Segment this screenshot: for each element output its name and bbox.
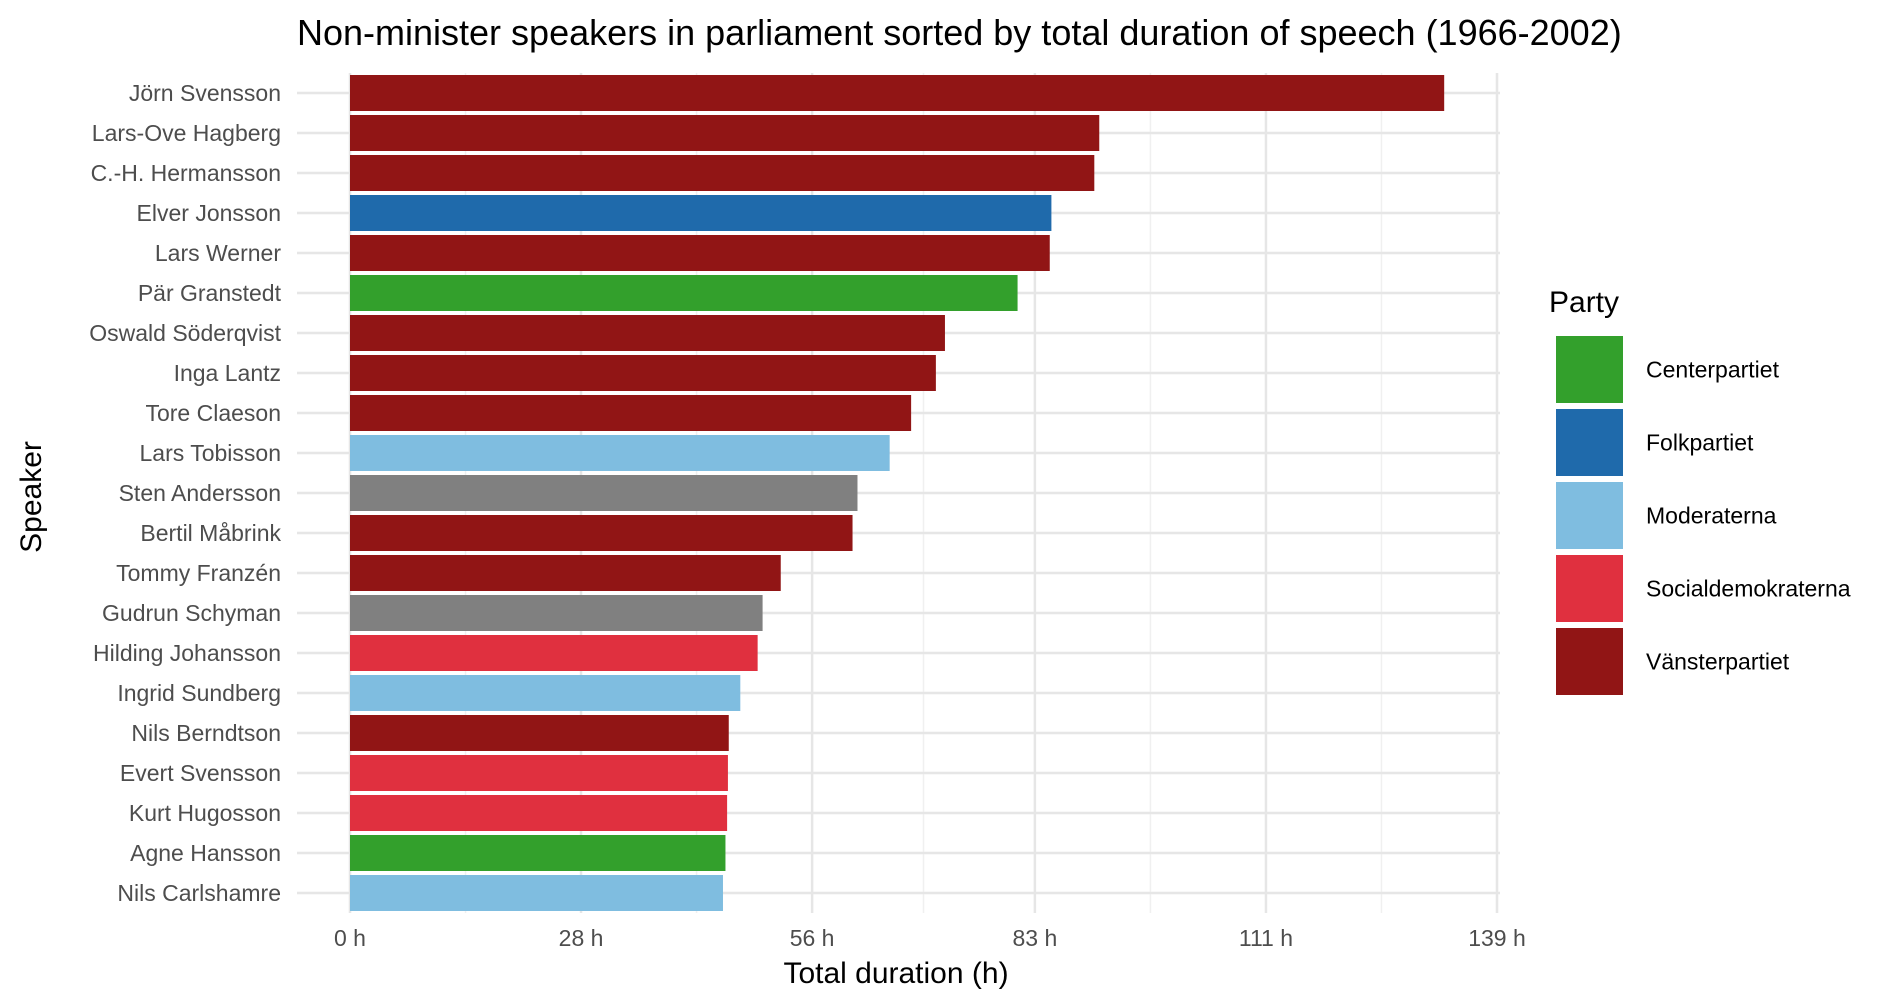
y-tick-label: Jörn Svensson xyxy=(129,80,281,106)
x-tick-label: 83 h xyxy=(1013,925,1058,951)
y-tick-label: Lars Werner xyxy=(155,240,281,266)
bar xyxy=(350,115,1100,151)
bar xyxy=(350,555,781,591)
y-tick-label: Sten Andersson xyxy=(119,480,281,506)
bar xyxy=(350,275,1018,311)
x-tick-label: 0 h xyxy=(334,925,366,951)
y-tick-label: Lars-Ove Hagberg xyxy=(92,120,281,146)
bar xyxy=(350,875,723,911)
x-axis-label: Total duration (h) xyxy=(783,957,1008,990)
y-tick-label: Pär Granstedt xyxy=(138,280,282,306)
legend-swatch xyxy=(1556,628,1623,695)
legend-title: Party xyxy=(1549,286,1619,319)
x-tick-label: 28 h xyxy=(559,925,604,951)
y-tick-label: Agne Hansson xyxy=(130,840,281,866)
bar xyxy=(350,755,728,791)
y-tick-label: Tommy Franzén xyxy=(116,560,281,586)
y-tick-labels: Jörn Svensson Lars-Ove Hagberg C.-H. Herma… xyxy=(89,80,281,906)
legend: Party Centerpartiet Folkpartiet Moderatern… xyxy=(1549,286,1851,695)
legend-swatch xyxy=(1556,482,1623,549)
x-tick-labels: 0 h 28 h 56 h 83 h 111 h 139 h xyxy=(334,925,1526,951)
legend-swatch xyxy=(1556,409,1623,476)
bar xyxy=(350,835,726,871)
bar xyxy=(350,475,858,511)
bar xyxy=(350,795,728,831)
legend-label: Centerpartiet xyxy=(1646,357,1780,383)
y-tick-label: Evert Svensson xyxy=(120,760,281,786)
y-tick-label: Gudrun Schyman xyxy=(102,600,281,626)
y-tick-label: Nils Berndtson xyxy=(131,720,281,746)
chart-title: Non-minister speakers in parliament sort… xyxy=(297,12,1622,53)
y-tick-label: Nils Carlshamre xyxy=(117,880,281,906)
bar xyxy=(350,195,1052,231)
legend-label: Moderaterna xyxy=(1646,503,1777,529)
x-tick-label: 56 h xyxy=(790,925,835,951)
y-tick-label: Elver Jonsson xyxy=(137,200,281,226)
legend-label: Vänsterpartiet xyxy=(1646,649,1790,675)
y-tick-label: Kurt Hugosson xyxy=(129,800,281,826)
bar-layer xyxy=(350,75,1445,911)
legend-label: Socialdemokraterna xyxy=(1646,576,1851,602)
y-tick-label: Ingrid Sundberg xyxy=(117,680,281,706)
legend-swatch xyxy=(1556,336,1623,403)
bar xyxy=(350,75,1445,111)
y-tick-label: C.-H. Hermansson xyxy=(91,160,281,186)
y-tick-label: Bertil Måbrink xyxy=(140,520,281,546)
y-tick-label: Lars Tobisson xyxy=(140,440,282,466)
bar xyxy=(350,355,936,391)
x-tick-label: 139 h xyxy=(1468,925,1526,951)
legend-label: Folkpartiet xyxy=(1646,430,1754,456)
bar xyxy=(350,435,890,471)
y-axis-label: Speaker xyxy=(15,441,48,553)
bar xyxy=(350,235,1050,271)
bar xyxy=(350,595,763,631)
y-tick-label: Oswald Söderqvist xyxy=(89,320,281,346)
x-tick-label: 111 h xyxy=(1239,925,1293,951)
y-tick-label: Hilding Johansson xyxy=(93,640,281,666)
y-tick-label: Tore Claeson xyxy=(145,400,281,426)
bar xyxy=(350,515,853,551)
y-tick-label: Inga Lantz xyxy=(174,360,281,386)
bar xyxy=(350,675,741,711)
bar xyxy=(350,315,945,351)
legend-swatch xyxy=(1556,555,1623,622)
bar xyxy=(350,635,758,671)
bar xyxy=(350,395,912,431)
bar xyxy=(350,155,1095,191)
bar xyxy=(350,715,729,751)
